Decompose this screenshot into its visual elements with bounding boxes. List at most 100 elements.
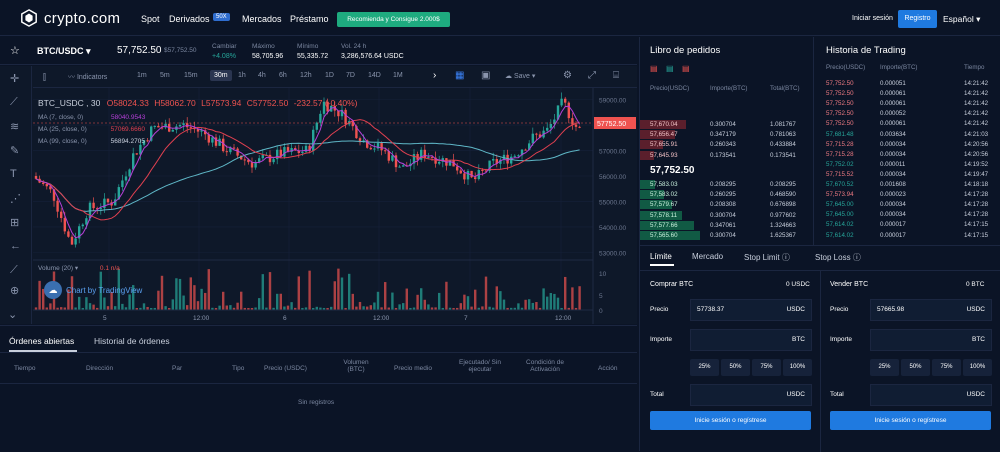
trade-amount: 0.003634 [880, 130, 906, 138]
ruler-icon[interactable]: ⊞ [10, 217, 20, 229]
tab-market[interactable]: Mercado [692, 252, 724, 261]
timeframe-14D[interactable]: 14D [368, 72, 381, 79]
bids-row[interactable]: 57,577.66 0.347061 1.324663 [640, 221, 812, 230]
bar-chart-icon[interactable]: ▦ [455, 70, 465, 81]
timeframe-5m[interactable]: 5m [160, 72, 170, 79]
timeframe-12h[interactable]: 12h [300, 72, 312, 79]
logo[interactable]: crypto.com [20, 9, 120, 27]
candle [78, 226, 81, 239]
asks-row[interactable]: 57,645.93 0.173541 0.173541 [640, 151, 812, 160]
book-total: 1.081767 [770, 121, 796, 128]
buy-balance: 0 USDC [786, 281, 810, 288]
tradingview-watermark[interactable]: ☁ Chart by TradingView [44, 281, 142, 299]
depth-bar [640, 231, 700, 240]
timeframe-1D[interactable]: 1D [325, 72, 334, 79]
area-chart-icon[interactable]: ▣ [481, 70, 491, 81]
fib-icon[interactable]: ≋ [10, 121, 20, 133]
brush-icon[interactable]: ✎ [10, 145, 20, 157]
timeframe-30m[interactable]: 30m [210, 70, 232, 81]
timeframe-4h[interactable]: 4h [258, 72, 266, 79]
collapse-icon[interactable]: ⌄ [8, 309, 18, 321]
candle [484, 170, 488, 172]
nav-markets[interactable]: Mercados [242, 14, 282, 24]
buy-login-button[interactable]: Inicie sesión o regístrese [650, 411, 811, 430]
asks-row[interactable]: 57,670.04 0.300704 1.081767 [640, 120, 812, 129]
depth-bar [640, 120, 686, 129]
buy-total-input[interactable]: USDC [690, 384, 812, 406]
nav-spot[interactable]: Spot [141, 14, 160, 24]
timeframe-1h[interactable]: 1h [238, 72, 246, 79]
buy-pct-25[interactable]: 25% [690, 359, 719, 376]
asks-row[interactable]: 57,656.47 0.347179 0.781063 [640, 130, 812, 139]
chevron-right-icon[interactable]: › [433, 70, 437, 81]
candle [157, 125, 160, 128]
timeframe-1m[interactable]: 1m [137, 72, 147, 79]
nav-derivatives[interactable]: Derivados [169, 14, 210, 24]
candle [452, 160, 455, 167]
price-chart[interactable]: 59000.0058000.0057000.0056000.0055000.00… [33, 88, 637, 324]
arrow-left-icon[interactable]: ← [10, 240, 21, 252]
trade-amount: 0.000061 [880, 100, 906, 108]
book-view-asks-icon[interactable]: ▤ [682, 64, 690, 73]
indicators-button[interactable]: 〰 Indicators [68, 72, 107, 82]
sell-pct-25[interactable]: 25% [870, 359, 899, 376]
sell-pct-100[interactable]: 100% [963, 359, 992, 376]
language-select[interactable]: Español ▾ [943, 14, 980, 25]
bids-row[interactable]: 57,578.11 0.300704 0.977602 [640, 211, 812, 220]
tab-limit[interactable]: Límite [650, 252, 672, 261]
nav-lending[interactable]: Préstamo [290, 14, 329, 24]
sell-price-input[interactable]: 57665.98 USDC [870, 299, 992, 321]
sell-total-label: Total [830, 391, 844, 398]
timeframe-6h[interactable]: 6h [279, 72, 287, 79]
tab-order-history[interactable]: Historial de órdenes [94, 336, 170, 346]
book-view-bids-icon[interactable]: ▤ [666, 64, 674, 73]
star-icon[interactable]: ☆ [10, 45, 20, 57]
sell-amount-input[interactable]: BTC [870, 329, 992, 351]
timeframe-15m[interactable]: 15m [184, 72, 198, 79]
tab-stop-loss[interactable]: Stop Loss ⓘ [815, 252, 861, 263]
sell-login-button[interactable]: Inicie sesión o regístrese [830, 411, 991, 430]
tab-open-orders[interactable]: Órdenes abiertas [9, 336, 75, 346]
trade-amount: 0.000023 [880, 191, 906, 199]
bids-row[interactable]: 57,583.02 0.260295 0.468590 [640, 190, 812, 199]
volume-bar [355, 306, 358, 310]
login-link[interactable]: Iniciar sesión [852, 15, 893, 22]
sell-pct-75[interactable]: 75% [932, 359, 961, 376]
timeframe-7D[interactable]: 7D [346, 72, 355, 79]
asks-row[interactable]: 57,655.91 0.260343 0.433884 [640, 140, 812, 149]
buy-price-input[interactable]: 57738.37 USDC [690, 299, 812, 321]
candle-type-icon[interactable]: ⫿ [43, 72, 46, 82]
measure-icon[interactable]: ⟋ [10, 264, 18, 276]
trade-price: 57,573.94 [826, 191, 854, 199]
timeframe-1M[interactable]: 1M [393, 72, 403, 79]
buy-pct-100[interactable]: 100% [783, 359, 812, 376]
candle [420, 149, 423, 160]
fullscreen-icon[interactable]: ⤢ [588, 70, 596, 81]
tab-stop-limit[interactable]: Stop Limit ⓘ [744, 252, 790, 263]
camera-icon[interactable]: ⌸ [613, 70, 619, 81]
bids-row[interactable]: 57,579.67 0.208308 0.676898 [640, 200, 812, 209]
buy-pct-75[interactable]: 75% [752, 359, 781, 376]
buy-pct-50[interactable]: 50% [721, 359, 750, 376]
trendline-icon[interactable]: ⟋ [10, 96, 18, 108]
bids-row[interactable]: 57,565.60 0.300704 1.625367 [640, 231, 812, 240]
book-view-both-icon[interactable]: ▤ [650, 64, 658, 73]
volume-bar [405, 288, 408, 310]
buy-amount-input[interactable]: BTC [690, 329, 812, 351]
crosshair-icon[interactable]: ✛ [10, 73, 20, 85]
register-button[interactable]: Registro [898, 10, 937, 28]
candle [178, 124, 182, 127]
sell-total-input[interactable]: USDC [870, 384, 992, 406]
zoom-icon[interactable]: ⊕ [10, 285, 20, 297]
sell-pct-50[interactable]: 50% [901, 359, 930, 376]
pattern-icon[interactable]: ⋰ [10, 193, 21, 205]
save-button[interactable]: ☁ Save ▾ [505, 73, 536, 80]
referral-promo-button[interactable]: Recomienda y Consigue 2.000$ [337, 12, 450, 27]
book-price: 57,565.60 [650, 232, 678, 239]
pair-select[interactable]: BTC/USDC ▾ [37, 46, 91, 57]
bids-row[interactable]: 57,583.03 0.208295 0.208295 [640, 180, 812, 189]
settings-gear-icon[interactable]: ⚙ [563, 70, 572, 81]
text-icon[interactable]: T [10, 168, 17, 180]
book-amount: 0.300704 [710, 232, 736, 239]
trade-price: 57,715.28 [826, 150, 854, 158]
